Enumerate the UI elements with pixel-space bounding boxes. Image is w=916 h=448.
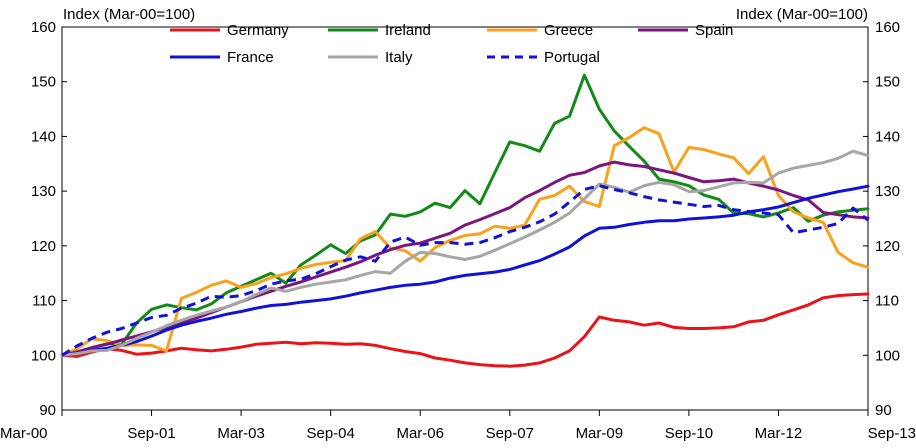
y-tick-label-left: 140 (31, 128, 56, 145)
x-tick-label: Sep-13 (868, 425, 916, 442)
plot-area: 90 90 100 100 110 110 120 120 130 130 140 140 150 150… (0, 19, 916, 442)
series-line-spain (60, 160, 870, 357)
x-tick-label: Sep-01 (127, 425, 175, 442)
y-tick-label-left: 160 (31, 19, 56, 36)
y-tick-label-left: 90 (39, 402, 56, 419)
y-tick-label-right: 120 (875, 238, 900, 255)
legend: Germany Ireland Greece Spain France Italy Port… (170, 22, 733, 66)
y-tick-label-left: 120 (31, 238, 56, 255)
y-axis-label-right: Index (Mar-00=100) (736, 6, 868, 23)
plot-frame (61, 26, 869, 411)
y-tick-label-left: 100 (31, 347, 56, 364)
series-line-greece (60, 126, 870, 357)
legend-label-ireland: Ireland (385, 22, 431, 39)
y-tick-label-left: 110 (32, 293, 56, 310)
y-tick-label-right: 130 (875, 183, 900, 200)
legend-label-italy: Italy (385, 49, 413, 66)
legend-label-greece: Greece (544, 22, 593, 39)
x-tick-label: Mar-09 (576, 425, 624, 442)
series-line-portugal (61, 184, 869, 357)
x-tick-label: Sep-04 (306, 425, 354, 442)
legend-label-france: France (227, 49, 274, 66)
series-line-germany (60, 292, 870, 368)
x-tick-label: Mar-00 (0, 425, 48, 442)
legend-label-germany: Germany (227, 22, 289, 39)
x-tick-label: Sep-07 (486, 425, 534, 442)
x-tick-label: Mar-06 (396, 425, 444, 442)
y-tick-label-left: 130 (31, 183, 56, 200)
series-line-france (60, 184, 870, 357)
legend-label-portugal: Portugal (544, 49, 600, 66)
y-tick-label-left: 150 (31, 74, 56, 91)
y-axis-label-left: Index (Mar-00=100) (63, 6, 195, 23)
x-tick-label: Sep-10 (665, 425, 713, 442)
y-tick-label-right: 160 (875, 19, 900, 36)
x-tick-label: Mar-12 (755, 425, 803, 442)
y-tick-label-right: 140 (875, 128, 900, 145)
series-line-italy (60, 149, 870, 357)
x-tick-label: Mar-03 (217, 425, 265, 442)
y-tick-label-right: 150 (875, 74, 900, 91)
y-tick-label-right: 100 (875, 347, 900, 364)
y-tick-label-right: 110 (875, 293, 899, 310)
series-line-ireland (60, 73, 870, 357)
legend-label-spain: Spain (695, 22, 733, 39)
y-tick-label-right: 90 (875, 402, 892, 419)
